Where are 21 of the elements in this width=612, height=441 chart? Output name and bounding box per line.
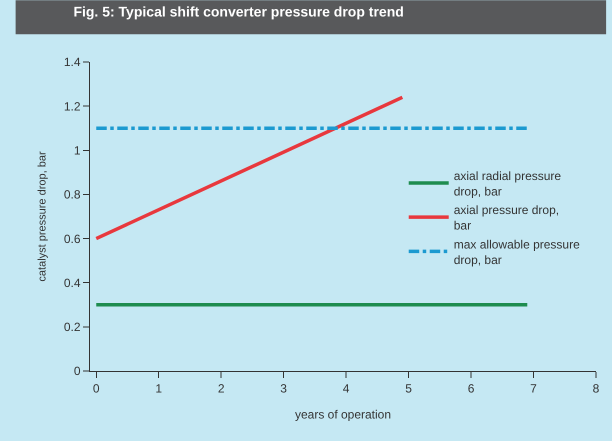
y-tick-label: 1.2 [64, 99, 81, 114]
y-tick-label: 0 [74, 364, 81, 378]
x-tick-label: 6 [468, 382, 475, 396]
y-axis-title: catalyst pressure drop, bar [36, 151, 48, 282]
y-tick-label: 0.4 [64, 276, 81, 290]
x-tick-label: 7 [530, 382, 538, 396]
x-tick-label: 8 [592, 382, 600, 396]
legend-label: max allowable pressure drop, bar [454, 237, 580, 267]
x-tick-label: 4 [342, 382, 350, 396]
x-tick-label: 2 [218, 382, 225, 396]
y-tick-label: 0.6 [64, 232, 81, 246]
chart-title: Fig. 5: Typical shift converter pressure drop trend [73, 3, 404, 20]
y-tick-label: 1.4 [64, 55, 81, 70]
y-tick-label: 1 [74, 143, 81, 158]
x-tick-label: 0 [92, 382, 100, 396]
x-tick-label: 5 [405, 382, 412, 396]
x-axis-title: years of operation [294, 407, 392, 422]
y-tick-label: 0.2 [64, 320, 81, 334]
x-tick-label: 1 [155, 382, 162, 396]
y-tick-label: 0.8 [64, 188, 81, 202]
x-tick-label: 3 [280, 382, 288, 396]
